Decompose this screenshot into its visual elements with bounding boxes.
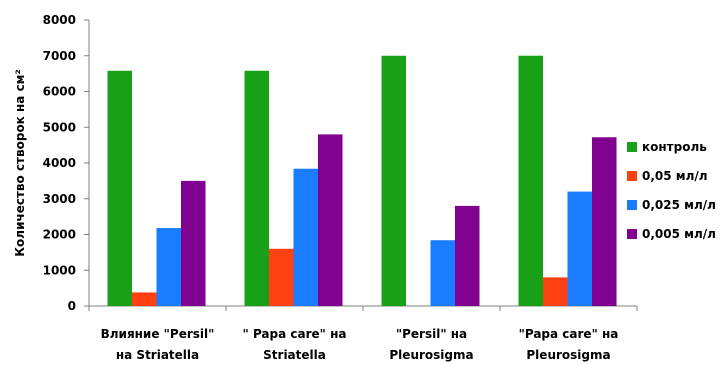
y-tick-label: 6000 — [43, 85, 76, 99]
bar — [592, 137, 617, 306]
legend: контроль 0,05 мл/л 0,025 мл/л 0,005 мл/л — [627, 140, 716, 241]
bar — [318, 134, 343, 306]
y-tick-group: 0 1000 2000 3000 4000 5000 6000 7000 8000 — [43, 13, 89, 313]
bar — [293, 168, 318, 306]
category-label: Pleurosigma — [389, 348, 473, 362]
legend-swatch — [627, 200, 637, 210]
bar-group — [107, 55, 617, 306]
legend-swatch — [627, 171, 637, 181]
bar — [244, 70, 269, 306]
plot-area: 0 1000 2000 3000 4000 5000 6000 7000 8000 Влияни… — [43, 13, 638, 362]
bar — [567, 191, 592, 306]
category-label: "Papa care" на — [519, 327, 619, 341]
category-label: Striatella — [263, 348, 326, 362]
y-tick-label: 2000 — [43, 228, 76, 242]
bar — [381, 55, 406, 306]
y-axis-title: Количество створок на см² — [13, 69, 27, 257]
category-label: " Papa care" на — [243, 327, 347, 341]
y-tick-label: 1000 — [43, 263, 76, 277]
bar — [430, 240, 455, 306]
legend-label: контроль — [642, 140, 707, 154]
bar — [156, 228, 181, 306]
y-tick-label: 0 — [68, 299, 76, 313]
bar — [455, 205, 480, 306]
y-tick-label: 5000 — [43, 120, 76, 134]
legend-label: 0,025 мл/л — [642, 198, 716, 212]
category-label: Влияние "Persil" — [101, 327, 215, 341]
legend-swatch — [627, 142, 637, 152]
bar — [132, 292, 157, 306]
y-tick-label: 4000 — [43, 156, 76, 170]
category-label: Pleurosigma — [526, 348, 610, 362]
category-label-group: Влияние "Persil" на Striatella " Papa care… — [101, 327, 619, 362]
x-tick-group — [88, 306, 638, 311]
legend-label: 0,05 мл/л — [642, 169, 708, 183]
legend-swatch — [627, 229, 637, 239]
bar — [107, 70, 132, 306]
y-tick-label: 7000 — [43, 49, 76, 63]
legend-label: 0,005 мл/л — [642, 227, 716, 241]
bar — [181, 180, 206, 306]
y-tick-label: 8000 — [43, 13, 76, 27]
y-tick-label: 3000 — [43, 192, 76, 206]
bar — [269, 248, 294, 306]
bar — [518, 55, 543, 306]
category-label: "Persil" на — [396, 327, 467, 341]
category-label: на Striatella — [116, 348, 199, 362]
bar — [543, 277, 568, 306]
